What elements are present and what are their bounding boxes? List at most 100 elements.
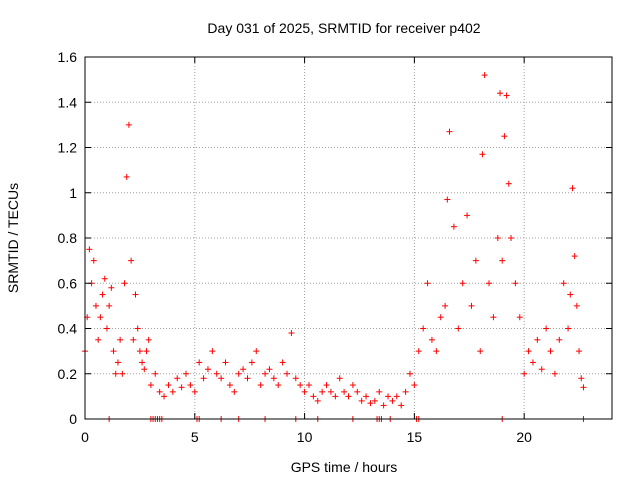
data-point [99,291,106,298]
data-point [415,348,422,355]
data-point [507,235,514,241]
data-point [103,325,110,332]
data-point [101,275,108,282]
data-point [354,388,361,395]
data-point [501,133,508,140]
data-point [450,223,457,230]
data-points [82,72,587,422]
data-point [341,388,348,395]
data-point [123,173,130,180]
data-point [231,388,238,395]
data-point [446,128,453,135]
data-point [477,348,484,355]
data-point [580,384,587,391]
data-point [494,235,501,241]
data-point [292,375,299,382]
data-point [543,325,550,332]
x-tick-label: 15 [407,429,423,445]
y-tick-label: 0 [69,411,77,427]
data-point [468,302,475,309]
data-point [481,72,488,79]
data-point [213,370,220,377]
data-point [145,336,152,343]
data-point [114,359,121,366]
data-point [240,366,247,373]
data-point [551,370,558,377]
data-point [576,348,583,355]
data-point [516,314,523,321]
data-point [196,359,203,366]
data-point [288,330,295,337]
data-point [529,359,536,366]
data-point [284,370,291,377]
data-point [521,370,528,377]
data-point [270,375,277,382]
data-point [244,375,251,382]
data-point [174,375,181,382]
data-point [319,388,326,395]
data-point [389,397,396,404]
data-point [472,257,479,264]
y-tick-label: 1 [69,185,77,201]
data-point [349,382,356,389]
data-point [235,370,242,377]
data-point [117,336,124,343]
data-point [380,402,387,409]
data-point [525,348,532,355]
data-point [297,382,304,389]
x-axis-label: GPS time / hours [291,459,398,475]
data-point [398,402,405,409]
data-point [486,280,493,287]
data-point [512,280,519,287]
data-point [156,388,163,395]
data-point [569,185,576,192]
data-point [497,90,504,97]
data-point [305,382,312,389]
data-point [310,393,317,400]
data-point [204,366,211,373]
data-point [538,366,545,373]
data-point [402,388,409,395]
data-point [499,257,506,264]
data-point [279,359,286,366]
axis-ticks [84,56,612,420]
data-point [141,366,148,373]
data-point [464,212,471,219]
y-tick-label: 0.6 [58,275,78,291]
data-point [110,348,117,355]
data-point [222,359,229,366]
data-point [442,302,449,309]
data-point [567,291,574,298]
data-point [262,370,269,377]
x-tick-label: 20 [516,429,532,445]
data-point [266,366,273,373]
x-tick-label: 5 [191,429,199,445]
data-point [573,302,580,309]
data-point [565,325,572,332]
data-point [132,291,139,298]
x-tick-label: 10 [297,429,313,445]
data-point [420,325,427,332]
axis-tick-labels: 0 5 10 15 20 0 0.2 0.4 0.6 0.8 1 1.2 1.4 1.6 [58,49,533,445]
data-point [257,382,264,389]
data-point [367,400,374,407]
chart-title: Day 031 of 2025, SRMTID for receiver p40… [207,20,480,36]
data-point [218,375,225,382]
data-point [187,382,194,389]
grid-lines [85,57,612,419]
data-point [336,375,343,382]
y-tick-label: 1.6 [58,49,78,65]
data-point [503,92,510,99]
data-point [161,393,168,400]
data-point [128,257,135,264]
data-point [556,336,563,343]
data-point [139,359,146,366]
data-point [86,246,93,253]
data-point [147,382,154,389]
data-point [332,393,339,400]
data-point [385,393,392,400]
data-point [479,151,486,158]
data-point [106,302,113,309]
data-point [571,253,578,260]
data-point [376,388,383,395]
